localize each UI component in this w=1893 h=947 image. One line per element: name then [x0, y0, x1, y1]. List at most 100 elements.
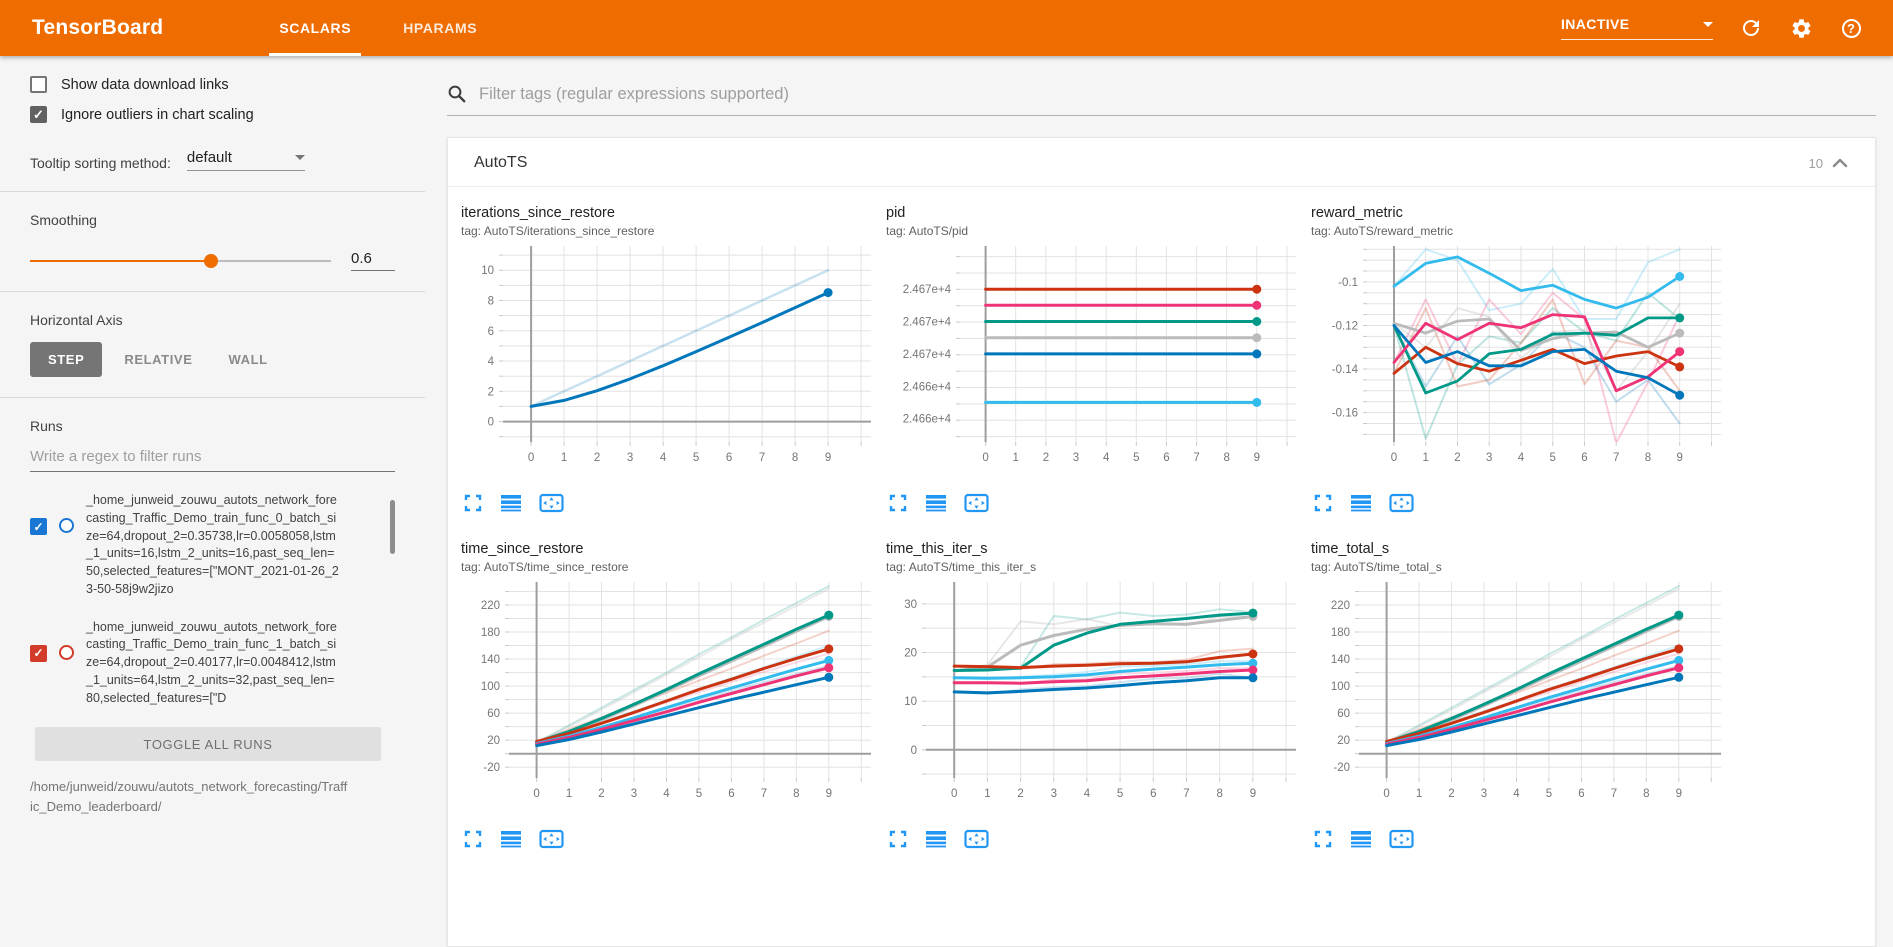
refresh-icon: [1739, 16, 1763, 40]
expand-chart-icon[interactable]: [463, 829, 483, 849]
fit-domain-icon[interactable]: [539, 829, 564, 849]
chart-plot[interactable]: 2.467e+42.467e+42.467e+42.466e+42.466e+4…: [886, 238, 1306, 486]
chevron-up-icon: [1831, 156, 1849, 170]
chart-tag: tag: AutoTS/time_this_iter_s: [886, 560, 1311, 574]
fit-domain-icon[interactable]: [964, 829, 989, 849]
svg-text:6: 6: [1581, 452, 1587, 464]
svg-text:2: 2: [598, 788, 604, 800]
svg-text:0: 0: [488, 417, 494, 429]
chart-title: reward_metric: [1311, 205, 1736, 221]
expand-chart-icon[interactable]: [1313, 829, 1333, 849]
smoothing-slider-fill: [30, 260, 211, 262]
chart-title: pid: [886, 205, 1311, 221]
svg-text:2: 2: [1454, 452, 1460, 464]
svg-text:8: 8: [488, 296, 494, 308]
settings-button[interactable]: [1789, 16, 1813, 40]
log-scale-icon[interactable]: [500, 829, 522, 849]
svg-text:6: 6: [728, 788, 734, 800]
svg-text:7: 7: [759, 452, 765, 464]
smoothing-slider-thumb[interactable]: [204, 254, 218, 268]
svg-text:30: 30: [904, 599, 917, 611]
axis-step-button[interactable]: STEP: [30, 342, 102, 377]
svg-text:3: 3: [1481, 788, 1487, 800]
log-scale-icon[interactable]: [925, 493, 947, 513]
svg-text:2.466e+4: 2.466e+4: [903, 381, 952, 393]
ignore-outliers-label: Ignore outliers in chart scaling: [61, 107, 254, 123]
fit-domain-icon[interactable]: [964, 493, 989, 513]
expand-chart-icon[interactable]: [1313, 493, 1333, 513]
runs-filter-input[interactable]: Write a regex to filter runs: [30, 448, 395, 472]
run-radio[interactable]: [59, 645, 74, 660]
svg-text:9: 9: [1676, 788, 1682, 800]
toggle-all-runs-button[interactable]: TOGGLE ALL RUNS: [35, 727, 381, 761]
tab-scalars[interactable]: SCALARS: [253, 0, 377, 56]
svg-text:-0.14: -0.14: [1332, 364, 1359, 376]
log-scale-icon[interactable]: [500, 493, 522, 513]
run-item: _home_junweid_zouwu_autots_network_forec…: [30, 492, 395, 599]
svg-text:8: 8: [793, 788, 799, 800]
svg-text:9: 9: [1250, 788, 1256, 800]
tag-filter-row: Filter tags (regular expressions support…: [447, 84, 1876, 116]
runs-list: _home_junweid_zouwu_autots_network_forec…: [30, 492, 395, 707]
help-button[interactable]: [1839, 16, 1863, 40]
show-download-links-checkbox[interactable]: [30, 76, 47, 93]
ignore-outliers-row[interactable]: Ignore outliers in chart scaling: [30, 106, 395, 123]
main-content: Filter tags (regular expressions support…: [425, 56, 1893, 929]
tab-hparams[interactable]: HPARAMS: [377, 0, 503, 56]
expand-chart-icon[interactable]: [888, 829, 908, 849]
autots-card-header[interactable]: AutoTS 10: [448, 138, 1875, 187]
refresh-button[interactable]: [1739, 16, 1763, 40]
svg-text:0: 0: [1391, 452, 1397, 464]
runs-scrollbar[interactable]: [390, 500, 395, 554]
show-download-links-row[interactable]: Show data download links: [30, 76, 395, 93]
svg-text:6: 6: [726, 452, 732, 464]
log-scale-icon[interactable]: [925, 829, 947, 849]
ignore-outliers-checkbox[interactable]: [30, 106, 47, 123]
svg-text:0: 0: [1383, 788, 1389, 800]
svg-text:3: 3: [1073, 452, 1079, 464]
svg-text:5: 5: [693, 452, 699, 464]
smoothing-slider[interactable]: [30, 260, 331, 262]
smoothing-value[interactable]: 0.6: [351, 250, 395, 271]
svg-text:20: 20: [1337, 735, 1350, 747]
smoothing-label: Smoothing: [30, 212, 395, 228]
svg-text:5: 5: [696, 788, 702, 800]
chart-title: time_total_s: [1311, 541, 1736, 557]
svg-text:6: 6: [488, 326, 494, 338]
run-checkbox[interactable]: [30, 518, 47, 535]
log-scale-icon[interactable]: [1350, 829, 1372, 849]
axis-wall-button[interactable]: WALL: [214, 342, 281, 377]
run-radio[interactable]: [59, 518, 74, 533]
svg-text:4: 4: [663, 788, 670, 800]
fit-domain-icon[interactable]: [539, 493, 564, 513]
svg-text:5: 5: [1117, 788, 1123, 800]
svg-text:220: 220: [1331, 600, 1350, 612]
chart-tag: tag: AutoTS/reward_metric: [1311, 224, 1736, 238]
svg-text:1: 1: [1012, 452, 1018, 464]
svg-text:-0.12: -0.12: [1332, 321, 1358, 333]
axis-relative-button[interactable]: RELATIVE: [110, 342, 206, 377]
log-scale-icon[interactable]: [1350, 493, 1372, 513]
svg-text:5: 5: [1549, 452, 1555, 464]
tag-filter-input[interactable]: Filter tags (regular expressions support…: [479, 85, 1876, 104]
run-checkbox[interactable]: [30, 645, 47, 662]
fit-domain-icon[interactable]: [1389, 829, 1414, 849]
search-icon: [447, 84, 467, 104]
fit-domain-icon[interactable]: [1389, 493, 1414, 513]
card-collapse-control[interactable]: 10: [1809, 156, 1849, 171]
app-header: TensorBoard SCALARS HPARAMS INACTIVE: [0, 0, 1893, 56]
chevron-down-icon: [1703, 22, 1713, 27]
expand-chart-icon[interactable]: [463, 493, 483, 513]
svg-text:7: 7: [1183, 788, 1189, 800]
svg-text:20: 20: [904, 648, 917, 660]
reload-status-dropdown[interactable]: INACTIVE: [1561, 16, 1713, 40]
tooltip-sorting-dropdown[interactable]: default: [187, 149, 305, 171]
expand-chart-icon[interactable]: [888, 493, 908, 513]
horizontal-axis-label: Horizontal Axis: [30, 312, 395, 328]
